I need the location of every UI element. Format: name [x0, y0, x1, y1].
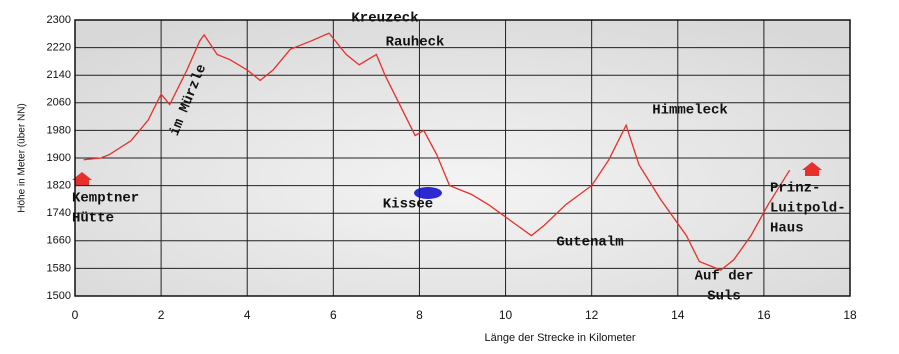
x-tick-label: 16 [757, 308, 771, 322]
annotation: Haus [770, 221, 804, 237]
y-tick-label: 1820 [47, 180, 71, 192]
x-tick-label: 10 [499, 308, 513, 322]
annotation: Kreuzeck [351, 11, 418, 27]
lake [414, 187, 442, 199]
x-tick-label: 4 [244, 308, 251, 322]
annotation: Himmeleck [652, 103, 728, 119]
y-tick-label: 2060 [47, 97, 71, 109]
y-tick-label: 1500 [47, 290, 71, 302]
y-tick-label: 1660 [47, 235, 71, 247]
annotation: Gutenalm [556, 235, 623, 251]
x-tick-label: 2 [158, 308, 165, 322]
annotation: Kemptner [72, 191, 139, 207]
annotation: Rauheck [386, 35, 445, 51]
hut-icon [72, 162, 822, 186]
y-tick-label: 2140 [47, 69, 71, 81]
x-tick-label: 18 [843, 308, 857, 322]
annotation: Prinz- [770, 181, 820, 197]
x-tick-label: 8 [416, 308, 423, 322]
x-axis-label: Länge der Strecke in Kilometer [484, 332, 635, 344]
y-tick-label: 2300 [47, 14, 71, 26]
y-tick-label: 1740 [47, 207, 71, 219]
annotation: Suls [707, 289, 741, 305]
y-tick-label: 1980 [47, 124, 71, 136]
annotation: Hütte [72, 211, 114, 227]
annotation: Auf der [695, 269, 754, 285]
x-tick-label: 14 [671, 308, 685, 322]
x-tick-label: 12 [585, 308, 599, 322]
annotation: Luitpold- [770, 201, 846, 217]
plot-frame [74, 19, 851, 297]
y-tick-label: 1580 [47, 262, 71, 274]
x-tick-label: 6 [330, 308, 337, 322]
y-axis-label: Höhe in Meter (über NN) [17, 103, 28, 212]
annotation: Kissee [383, 197, 433, 213]
y-tick-label: 2220 [47, 42, 71, 54]
elevation-line [83, 32, 791, 271]
y-tick-label: 1900 [47, 152, 71, 164]
x-tick-label: 0 [72, 308, 79, 322]
